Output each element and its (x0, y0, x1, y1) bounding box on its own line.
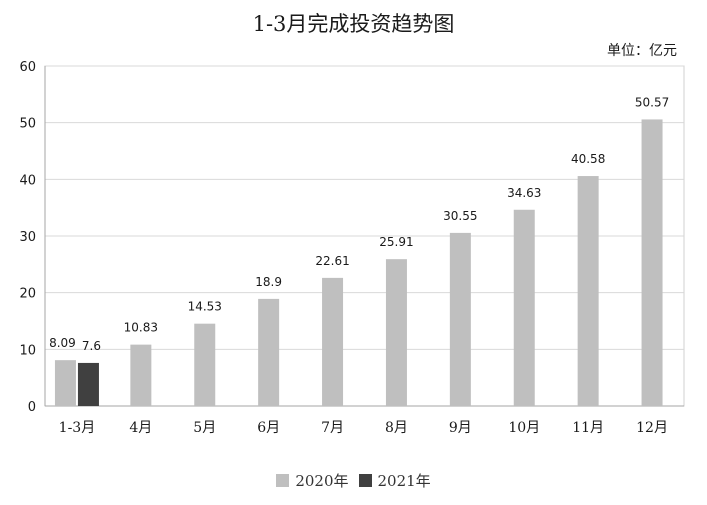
bar (641, 119, 663, 406)
legend-label-2021: 2021年 (377, 472, 431, 490)
data-label: 30.55 (443, 209, 477, 223)
data-label: 7.6 (82, 339, 101, 353)
y-tick-label: 30 (19, 230, 36, 245)
x-tick-label: 6月 (257, 420, 280, 436)
data-label: 14.53 (188, 300, 222, 314)
bar (130, 344, 152, 406)
data-label: 40.58 (571, 152, 605, 166)
legend-item-2020: 2020年 (276, 470, 349, 491)
bar (449, 232, 471, 406)
bar (77, 362, 99, 406)
x-tick-label: 9月 (449, 420, 472, 436)
bar (54, 360, 76, 406)
legend-swatch-2020 (276, 474, 290, 487)
data-label: 10.83 (124, 321, 158, 335)
bar (577, 176, 599, 406)
y-tick-label: 50 (19, 117, 36, 132)
bar (385, 259, 407, 406)
data-label: 18.9 (255, 275, 282, 289)
y-tick-label: 0 (28, 400, 36, 415)
x-tick-label: 4月 (129, 420, 152, 436)
legend-label-2020: 2020年 (295, 472, 349, 490)
bar (258, 298, 280, 406)
legend: 2020年 2021年 (0, 470, 707, 491)
data-label: 50.57 (635, 95, 669, 109)
data-label: 25.91 (379, 235, 413, 249)
data-label: 8.09 (49, 336, 76, 350)
y-tick-label: 20 (19, 287, 36, 302)
y-tick-label: 10 (19, 343, 36, 358)
unit-label: 单位：亿元 (607, 43, 677, 59)
x-tick-label: 8月 (385, 420, 408, 436)
x-tick-label: 5月 (193, 420, 216, 436)
bar (322, 277, 344, 406)
legend-item-2021: 2021年 (358, 470, 431, 491)
x-tick-label: 7月 (321, 420, 344, 436)
x-tick-label: 12月 (636, 420, 668, 436)
y-tick-label: 60 (19, 60, 36, 75)
x-tick-label: 10月 (508, 420, 540, 436)
bar (513, 209, 535, 406)
chart-title: 1-3月完成投资趋势图 (252, 12, 455, 36)
data-label: 34.63 (507, 186, 541, 200)
bar (194, 323, 216, 406)
y-tick-label: 40 (19, 173, 36, 188)
data-label: 22.61 (315, 254, 349, 268)
x-tick-label: 1-3月 (59, 420, 96, 436)
legend-swatch-2021 (358, 474, 372, 487)
x-tick-label: 11月 (572, 420, 604, 436)
